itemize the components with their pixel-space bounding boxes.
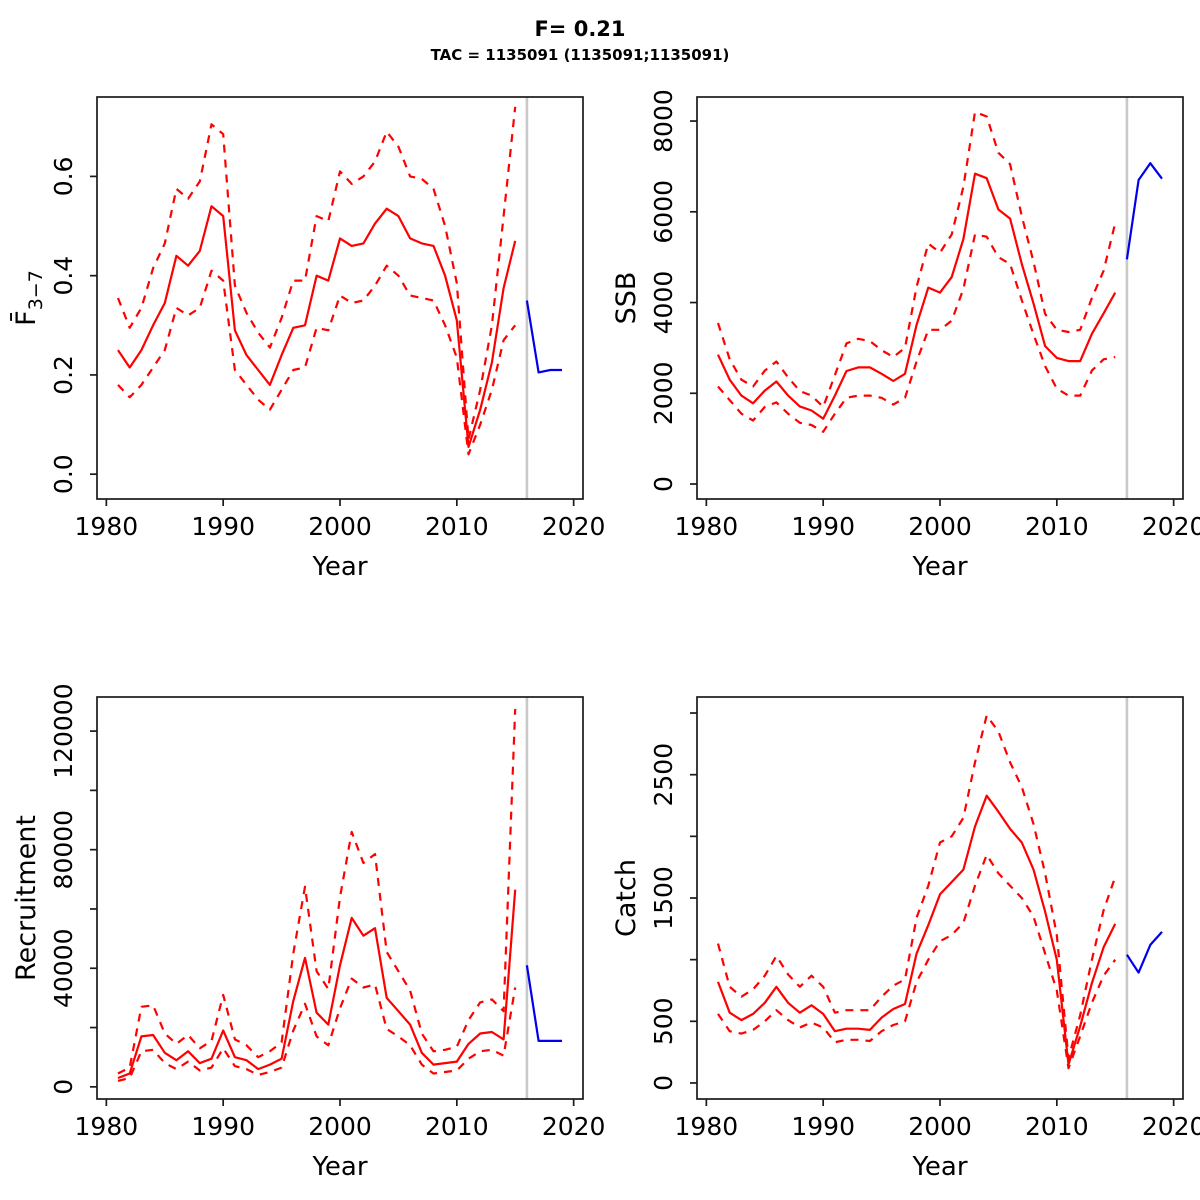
panel-recruitment: 1980 1990 2000 2010 2020 0 40000 80000 120000 Yea… (11, 683, 605, 1182)
catch-lower-ci-line (717, 853, 1117, 1070)
recruitment-y-axis-label: Recruitment (11, 815, 42, 981)
catch-y-tick-label: 2500 (649, 743, 678, 807)
catch-x-tick-label: 1980 (675, 1112, 739, 1141)
fbar-forecast-line (525, 300, 562, 374)
ssb-lower-ci-line (717, 233, 1116, 433)
recruitment-y-tick-label: 40000 (49, 928, 78, 1008)
recruitment-y-tick-label: 120000 (49, 683, 78, 778)
recruitment-y-tick-label: 0 (49, 1079, 78, 1095)
catch-plot-box (696, 696, 1184, 1100)
figure-subtitle: TAC = 1135091 (1135091;1135091) (430, 46, 730, 64)
ssb-upper-ci-line (716, 110, 1117, 408)
catch-y-tick-label: 0 (649, 1075, 678, 1091)
ssb-y-tick-label: 8000 (649, 89, 678, 153)
ssb-x-tick-label: 1980 (675, 512, 739, 541)
ssb-y-tick-label: 4000 (649, 271, 678, 335)
fbar-x-tick-label: 2010 (425, 512, 489, 541)
ssb-x-tick-label: 2020 (1142, 512, 1200, 541)
fbar-x-tick-label: 2000 (308, 512, 372, 541)
ssb-x-tick-label: 2000 (908, 512, 972, 541)
catch-x-tick-label: 2020 (1142, 1112, 1200, 1141)
fbar-median-line (117, 205, 517, 448)
ssb-y-tick-label: 2000 (649, 361, 678, 425)
fbar-x-tick-label: 1990 (191, 512, 255, 541)
recruitment-forecast-line (525, 965, 562, 1043)
recruitment-x-tick-label: 1990 (191, 1112, 255, 1141)
fbar-x-tick-label: 1980 (75, 512, 139, 541)
fbar-x-axis-label: Year (311, 552, 367, 582)
recruitment-x-tick-label: 2010 (425, 1112, 489, 1141)
fbar-y-tick-label: 0.6 (49, 157, 78, 197)
catch-x-axis-label: Year (911, 1152, 967, 1182)
ssb-forecast-line (1125, 162, 1163, 260)
catch-median-line (716, 794, 1117, 1066)
fbar-y-tick-label: 0.2 (49, 355, 78, 395)
recruitment-upper-ci-line (117, 708, 517, 1075)
fbar-x-tick-label: 2020 (542, 512, 606, 541)
panel-catch: 1980 1990 2000 2010 2020 0 500 1500 2500 Year Catc… (611, 696, 1200, 1182)
catch-x-tick-label: 1990 (791, 1112, 855, 1141)
ssb-y-tick-label: 0 (649, 476, 678, 492)
fbar-plot-box (96, 96, 584, 500)
recruitment-lower-ci-line (117, 977, 517, 1082)
catch-y-tick-label: 500 (649, 997, 678, 1045)
catch-x-tick-label: 2000 (908, 1112, 972, 1141)
ssb-x-tick-label: 2010 (1025, 512, 1089, 541)
panel-ssb: 1980 1990 2000 2010 2020 0 2000 4000 6000 8000 Yea… (611, 89, 1200, 582)
ssb-x-axis-label: Year (911, 552, 967, 582)
catch-y-axis-label: Catch (611, 859, 642, 937)
ssb-plot-box (696, 96, 1184, 500)
recruitment-x-tick-label: 2020 (542, 1112, 606, 1141)
fbar-y-tick-label: 0.4 (49, 256, 78, 296)
ssb-y-axis-label: SSB (611, 272, 642, 325)
ssb-x-tick-label: 1990 (791, 512, 855, 541)
recruitment-median-line (117, 889, 517, 1080)
recruitment-y-tick-label: 80000 (49, 810, 78, 890)
catch-y-tick-label: 1500 (649, 866, 678, 930)
ssb-median-line (717, 172, 1117, 420)
catch-upper-ci-line (716, 714, 1117, 1060)
fbar-y-axis-label: F̄3−7 (10, 270, 47, 326)
recruitment-x-tick-label: 1980 (75, 1112, 139, 1141)
figure-title: F= 0.21 (534, 17, 626, 41)
recruitment-x-tick-label: 2000 (308, 1112, 372, 1141)
recruitment-x-axis-label: Year (311, 1152, 367, 1182)
fbar-y-tick-label: 0.0 (49, 454, 78, 494)
ssb-y-tick-label: 6000 (649, 180, 678, 244)
catch-x-tick-label: 2010 (1025, 1112, 1089, 1141)
panel-fbar: 1980 1990 2000 2010 2020 0.0 0.2 0.4 0.6 Year F̄3−… (10, 96, 606, 582)
catch-forecast-line (1125, 931, 1163, 974)
fbar-lower-ci-line (117, 264, 517, 456)
fbar-upper-ci-line (116, 106, 517, 441)
